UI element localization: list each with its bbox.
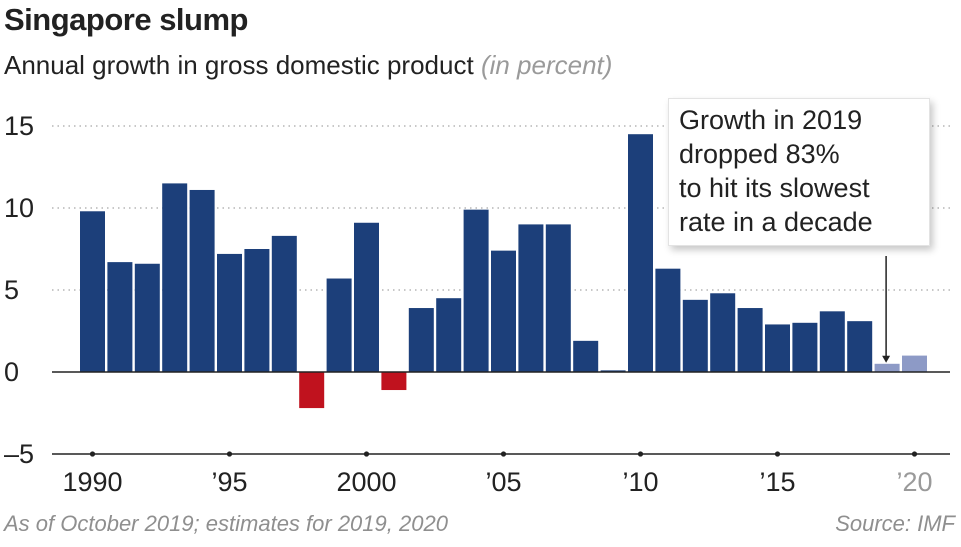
bar-1993 [162,183,188,372]
bar-1990 [80,211,105,372]
bar-2004 [463,209,489,372]
x-tick-label: ’95 [211,467,247,497]
x-tick-dot [89,451,96,457]
chart-subtitle: Annual growth in gross domestic product … [4,50,612,81]
bar-2000 [354,222,379,372]
bar-2008 [573,340,599,372]
callout-line: Growth in 2019 [679,105,863,135]
bar-1994 [189,189,215,372]
bar-2014 [737,308,763,372]
bar-2011 [655,268,681,372]
y-tick-label: 5 [4,275,19,305]
x-tick-label: ’15 [759,467,795,497]
bar-1998 [299,372,325,409]
bar-2009 [600,370,626,372]
bar-1999 [326,278,352,372]
bar-2001 [381,372,407,391]
annotation-arrow [882,256,891,363]
x-tick-dot [637,451,644,457]
y-tick-label: –5 [4,439,34,469]
chart-title: Singapore slump [4,2,248,37]
bar-2020 [902,355,927,372]
x-tick-dot [363,451,370,457]
subtitle-text: Annual growth in gross domestic product [4,50,474,80]
bar-2017 [819,311,845,372]
x-tick-dot [500,451,507,457]
footnote: As of October 2019; estimates for 2019, … [4,511,448,536]
x-tick-label: ’20 [896,467,932,497]
y-tick-label: 0 [4,357,19,387]
x-tick-label: ’05 [485,467,521,497]
annotation-callout: Growth in 2019 dropped 83% to hit its slow… [668,98,930,246]
x-tick-dot [774,451,781,457]
y-tick-label: 10 [4,193,34,223]
x-tick-label: ’10 [622,467,658,497]
bar-2007 [545,224,571,372]
bar-2003 [436,298,462,372]
bar-2012 [682,299,708,372]
callout-line: dropped 83% [679,139,840,169]
bar-2002 [408,308,434,372]
y-tick-labels: 15 10 5 0 –5 [4,111,34,469]
bar-2019 [874,363,900,372]
bar-1997 [271,235,297,372]
arrow-head [882,355,891,363]
x-tick-label: 1990 [62,467,122,497]
x-tick-labels: 1990 ’95 2000 ’05 ’10 ’15 ’20 [62,451,933,497]
subtitle-unit: (in percent) [480,50,613,80]
callout-line: rate in a decade [679,207,873,237]
bar-2010 [628,134,653,372]
bar-2016 [792,322,818,372]
x-tick-label: 2000 [336,467,396,497]
x-tick-dot [911,451,918,457]
bar-2005 [491,250,516,372]
bar-1991 [107,262,133,372]
x-tick-dot [226,451,233,457]
bar-2018 [847,321,873,372]
bar-1992 [134,263,160,372]
bar-1996 [244,249,270,372]
bar-2006 [518,224,544,372]
bar-2013 [710,293,736,372]
bar-2015 [765,324,790,372]
callout-line: to hit its slowest [679,173,870,203]
y-tick-label: 15 [4,111,34,141]
source-note: Source: IMF [835,511,955,536]
bars [80,134,927,409]
bar-1995 [217,253,242,372]
axes [52,371,950,455]
